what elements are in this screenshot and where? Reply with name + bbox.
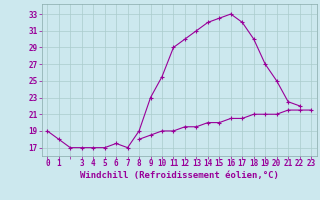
X-axis label: Windchill (Refroidissement éolien,°C): Windchill (Refroidissement éolien,°C) — [80, 171, 279, 180]
